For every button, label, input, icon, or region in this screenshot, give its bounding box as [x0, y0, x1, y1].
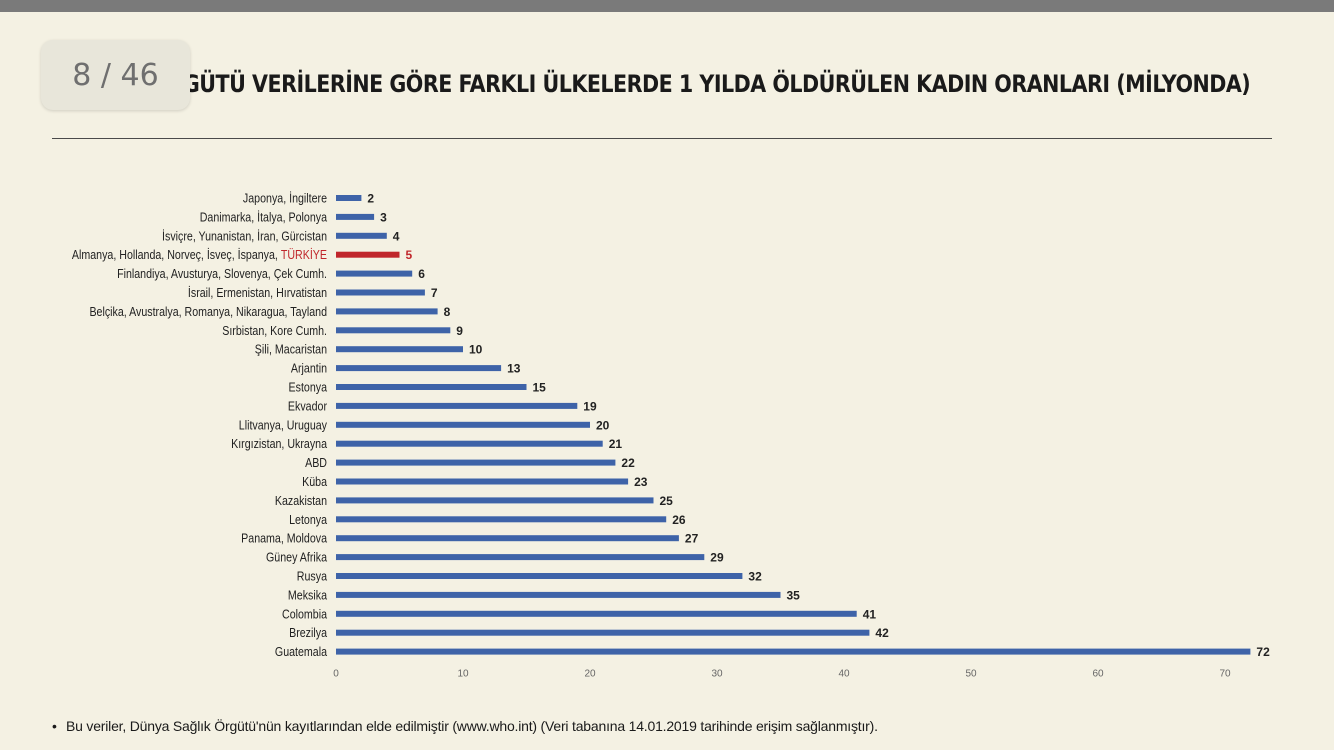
- x-tick-label: 0: [333, 669, 339, 680]
- category-label: Güney Afrika: [266, 550, 327, 565]
- x-tick-label: 60: [1092, 669, 1104, 680]
- bar: [336, 232, 387, 239]
- value-label: 7: [431, 286, 438, 300]
- category-label: Brezilya: [289, 625, 327, 640]
- category-label: Ekvador: [288, 398, 327, 413]
- value-label: 22: [621, 456, 635, 470]
- bar: [336, 308, 438, 315]
- title-clip: DÜNYA SAĞLIK ÖRGÜTÜ VERİLERİNE GÖRE FARK…: [190, 66, 1290, 110]
- value-label: 10: [469, 343, 483, 357]
- x-tick-label: 10: [457, 669, 469, 680]
- value-label: 19: [583, 399, 597, 413]
- value-label: 72: [1256, 645, 1270, 659]
- category-label: Finlandiya, Avusturya, Slovenya, Çek Cum…: [117, 266, 327, 281]
- bar: [336, 346, 463, 353]
- bar: [336, 591, 781, 598]
- window-top-bar: [0, 0, 1334, 12]
- category-label: Kırgızistan, Ukrayna: [231, 436, 327, 451]
- category-label: Meksika: [288, 587, 327, 602]
- x-tick-label: 70: [1219, 669, 1231, 680]
- bar: [336, 289, 425, 296]
- bar: [336, 384, 527, 390]
- bar: [336, 516, 667, 523]
- value-label: 25: [660, 494, 674, 508]
- bar: [336, 629, 870, 636]
- value-label: 15: [533, 381, 547, 395]
- value-label: 41: [863, 607, 877, 621]
- category-label: Belçika, Avustralya, Romanya, Nikaragua,…: [89, 304, 327, 319]
- value-label: 2: [367, 192, 374, 206]
- x-tick-label: 40: [838, 669, 850, 680]
- category-label: Danimarka, İtalya, Polonya: [200, 209, 328, 224]
- value-label: 4: [393, 229, 400, 243]
- value-label: 3: [380, 210, 387, 224]
- value-label: 5: [406, 248, 413, 262]
- category-label: Llitvanya, Uruguay: [239, 417, 327, 432]
- bar: [336, 440, 603, 447]
- bar: [336, 327, 451, 334]
- bar: [336, 648, 1251, 655]
- bar: [336, 213, 375, 220]
- value-label: 13: [507, 362, 521, 376]
- x-tick-label: 50: [965, 669, 977, 680]
- bar: [336, 195, 362, 201]
- footnote: • Bu veriler, Dünya Sağlık Örgütü'nün kay…: [52, 718, 878, 734]
- category-label: Colombia: [282, 606, 327, 621]
- value-label: 9: [456, 324, 463, 338]
- value-label: 29: [710, 551, 724, 565]
- category-label: Rusya: [297, 568, 328, 583]
- category-label: İsviçre, Yunanistan, İran, Gürcistan: [162, 228, 327, 243]
- bar: [336, 497, 654, 504]
- highlight-label: TÜRKİYE: [281, 247, 327, 262]
- bar: [336, 365, 502, 372]
- title-divider: [52, 138, 1272, 139]
- slide-title: DÜNYA SAĞLIK ÖRGÜTÜ VERİLERİNE GÖRE FARK…: [190, 70, 1251, 98]
- value-label: 21: [609, 437, 623, 451]
- bar: [336, 251, 400, 258]
- bar: [336, 402, 578, 409]
- category-label: Guatemala: [275, 644, 327, 659]
- value-label: 26: [672, 513, 686, 527]
- value-label: 8: [444, 305, 451, 319]
- bar: [336, 554, 705, 561]
- footnote-bullet: •: [52, 718, 57, 734]
- category-label: Japonya, İngiltere: [243, 190, 327, 205]
- category-label: Sırbistan, Kore Cumh.: [222, 323, 327, 338]
- bar: [336, 535, 679, 542]
- category-label: Almanya, Hollanda, Norveç, İsveç, İspany…: [72, 247, 327, 262]
- x-tick-label: 30: [711, 669, 723, 680]
- value-label: 27: [685, 532, 699, 546]
- value-label: 42: [875, 626, 889, 640]
- category-label: Küba: [302, 474, 327, 489]
- x-tick-label: 20: [584, 669, 596, 680]
- category-label: Panama, Moldova: [241, 531, 327, 546]
- bar: [336, 573, 743, 579]
- bar: [336, 478, 629, 485]
- value-label: 6: [418, 267, 425, 281]
- category-label: Estonya: [289, 379, 328, 394]
- category-label: Letonya: [289, 512, 327, 527]
- bar: [336, 270, 413, 277]
- value-label: 35: [787, 588, 801, 602]
- value-label: 20: [596, 418, 610, 432]
- category-label: İsrail, Ermenistan, Hırvatistan: [188, 285, 327, 300]
- category-label: ABD: [305, 455, 327, 470]
- category-label: Şili, Macaristan: [255, 342, 327, 357]
- footnote-text: Bu veriler, Dünya Sağlık Örgütü'nün kayı…: [66, 718, 878, 734]
- category-label: Kazakistan: [275, 493, 327, 508]
- slide-counter[interactable]: 8 / 46: [41, 40, 190, 110]
- bar: [336, 421, 590, 428]
- bar: [336, 459, 616, 466]
- value-label: 23: [634, 475, 648, 489]
- value-label: 32: [748, 570, 762, 584]
- bar: [336, 610, 857, 617]
- category-label: Arjantin: [291, 361, 327, 376]
